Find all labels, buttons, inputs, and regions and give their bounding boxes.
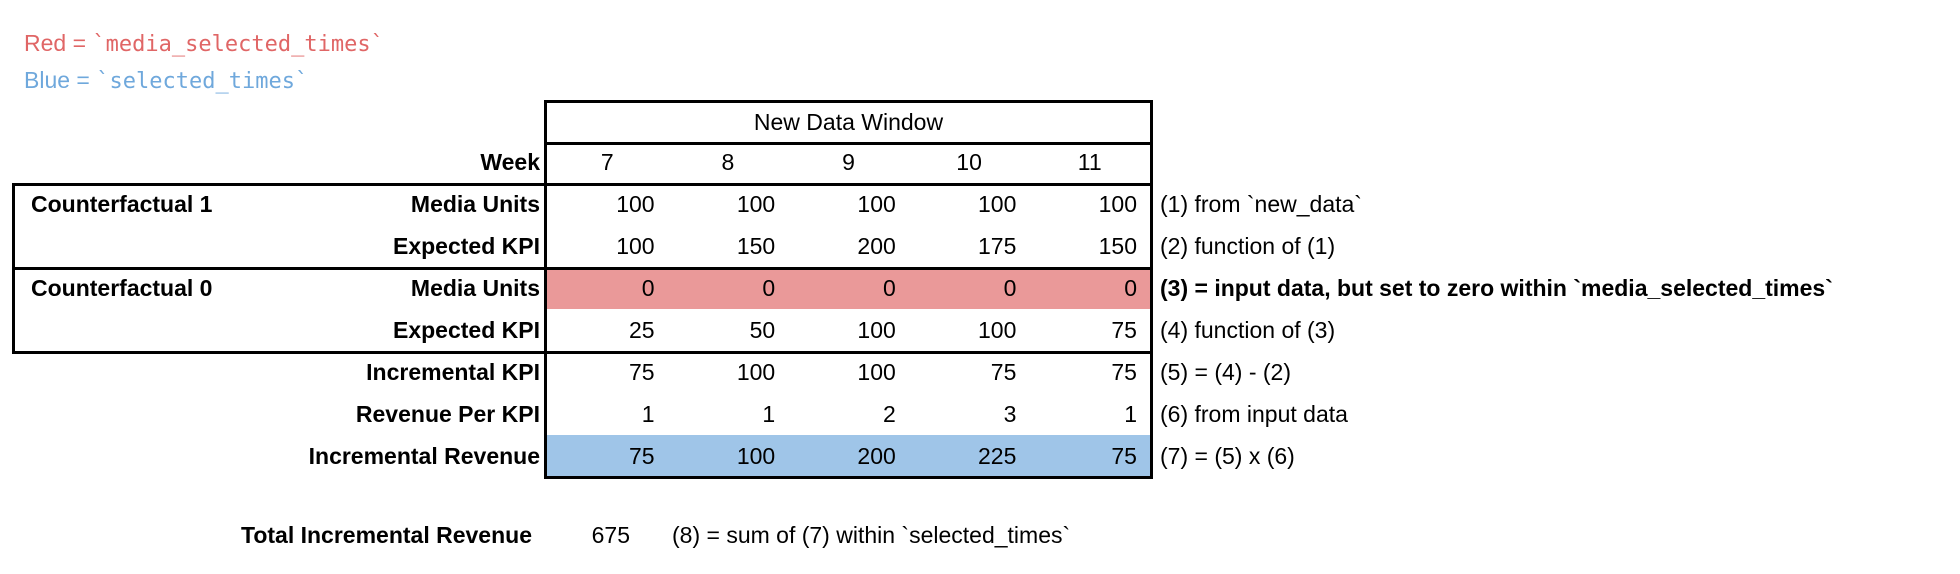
- table-border-top: [544, 100, 1153, 103]
- week-value: 11: [1077, 149, 1102, 175]
- table-row-incremental-revenue: Incremental Revenue 75 100 200 225 75 (7…: [0, 435, 1960, 477]
- week-row: Week 7 8 9 10 11: [0, 142, 1960, 183]
- row-label: Expected KPI: [393, 316, 540, 343]
- cell-value: 0: [641, 274, 655, 301]
- cell-value: 150: [736, 232, 776, 259]
- row-annotation: (2) function of (1): [1160, 232, 1336, 259]
- row-label: Incremental Revenue: [308, 442, 540, 469]
- cell-value: 1: [762, 400, 776, 427]
- cell-value: 100: [978, 316, 1017, 343]
- total-row: Total Incremental Revenue 675 (8) = sum …: [0, 520, 1960, 550]
- table-row-expected-kpi-cf0: Expected KPI 25 50 100 100 75 (4) functi…: [0, 309, 1960, 351]
- legend-red: Red = `media_selected_times`: [24, 28, 384, 58]
- cell-value: 100: [616, 232, 655, 259]
- media-selected-times-highlight: [547, 267, 1150, 309]
- table-border-bottom: [544, 476, 1153, 479]
- cell-value: 75: [1111, 358, 1137, 385]
- row-annotation: (5) = (4) - (2): [1160, 358, 1291, 385]
- cell-value: 75: [1111, 316, 1137, 343]
- table-header: New Data Window: [753, 109, 944, 135]
- row-label: Media Units: [410, 190, 540, 217]
- cell-value: 200: [857, 442, 896, 469]
- table-row-media-units-cf0: Media Units 0 0 0 0 0 (3) = input data, …: [0, 267, 1960, 309]
- cell-value: 2: [883, 400, 896, 427]
- cell-value: 100: [857, 358, 896, 385]
- cell-value: 100: [857, 316, 896, 343]
- row-annotation: (6) from input data: [1160, 400, 1348, 427]
- cell-value: 25: [629, 316, 655, 343]
- row-label: Incremental KPI: [366, 358, 540, 385]
- table-border-right: [1150, 100, 1153, 479]
- table-border-group1-top: [12, 183, 1153, 186]
- cell-value: 100: [736, 190, 776, 217]
- total-annotation: (8) = sum of (7) within `selected_times`: [672, 522, 1071, 548]
- table-border-under-header: [544, 142, 1153, 145]
- cell-value: 0: [1003, 274, 1017, 301]
- table-row-media-units-cf1: Media Units 100 100 100 100 100 (1) from…: [0, 183, 1960, 225]
- total-label: Total Incremental Revenue: [241, 522, 532, 548]
- cell-value: 175: [978, 232, 1017, 259]
- cell-value: 200: [857, 232, 896, 259]
- cell-value: 75: [990, 358, 1017, 385]
- week-value: 8: [721, 149, 735, 175]
- row-annotation: (3) = input data, but set to zero within…: [1160, 274, 1833, 301]
- selected-times-highlight: [547, 435, 1150, 477]
- table-border-group0-top: [12, 267, 1153, 270]
- week-value: 7: [600, 149, 614, 175]
- cell-value: 1: [1124, 400, 1137, 427]
- total-value: 675: [591, 522, 630, 548]
- cell-value: 100: [736, 442, 776, 469]
- cell-value: 50: [749, 316, 776, 343]
- cell-value: 225: [978, 442, 1017, 469]
- legend-blue-code: `selected_times`: [96, 69, 309, 94]
- table-row-expected-kpi-cf1: Expected KPI 100 150 200 175 150 (2) fun…: [0, 225, 1960, 267]
- table-border-group0-bottom: [12, 351, 1153, 354]
- week-value: 9: [842, 149, 855, 175]
- cell-value: 0: [1124, 274, 1137, 301]
- group-label-counterfactual-0: Counterfactual 0: [31, 274, 213, 301]
- table-border-left: [544, 100, 547, 479]
- legend-blue: Blue = `selected_times`: [24, 65, 308, 95]
- table-row-incremental-kpi: Incremental KPI 75 100 100 75 75 (5) = (…: [0, 351, 1960, 393]
- week-row-label: Week: [480, 149, 540, 175]
- cell-value: 150: [1098, 232, 1137, 259]
- cell-value: 75: [1111, 442, 1137, 469]
- legend-red-name: Red: [24, 30, 67, 56]
- cell-value: 100: [616, 190, 655, 217]
- row-annotation: (4) function of (3): [1160, 316, 1336, 343]
- row-label: Expected KPI: [393, 232, 540, 259]
- row-annotation: (1) from `new_data`: [1160, 190, 1362, 217]
- cell-value: 0: [762, 274, 776, 301]
- week-value: 10: [956, 149, 982, 175]
- cell-value: 0: [883, 274, 896, 301]
- cell-value: 75: [629, 358, 655, 385]
- cell-value: 1: [641, 400, 655, 427]
- cell-value: 3: [1003, 400, 1017, 427]
- row-label: Media Units: [410, 274, 540, 301]
- row-label: Revenue Per KPI: [355, 400, 540, 427]
- legend-red-equals: =: [66, 30, 93, 56]
- legend-red-code: `media_selected_times`: [92, 32, 384, 57]
- row-annotation: (7) = (5) x (6): [1160, 442, 1295, 469]
- cell-value: 100: [1098, 190, 1137, 217]
- group-label-counterfactual-1: Counterfactual 1: [31, 190, 213, 217]
- cell-value: 100: [857, 190, 896, 217]
- table-row-revenue-per-kpi: Revenue Per KPI 1 1 2 3 1 (6) from input…: [0, 393, 1960, 435]
- cell-value: 100: [978, 190, 1017, 217]
- legend-blue-name: Blue: [24, 67, 71, 93]
- cell-value: 100: [736, 358, 776, 385]
- legend-blue-equals: =: [70, 67, 97, 93]
- cell-value: 75: [629, 442, 655, 469]
- label-box-border-left: [12, 183, 15, 354]
